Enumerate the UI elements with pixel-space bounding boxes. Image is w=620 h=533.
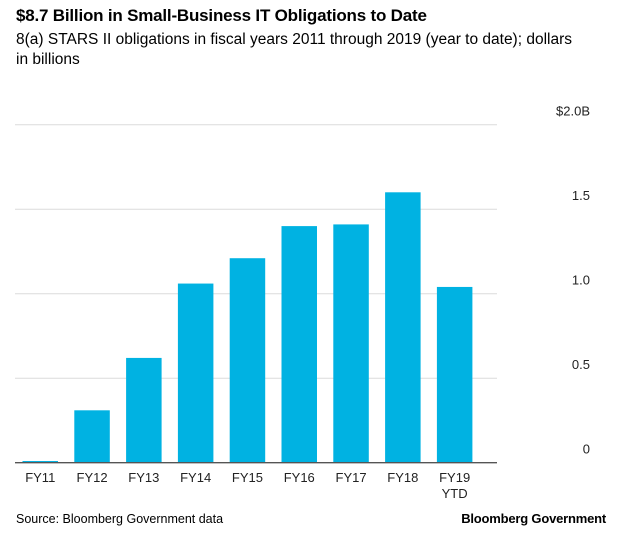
bar-fy12 bbox=[74, 410, 110, 463]
source-note: Source: Bloomberg Government data bbox=[16, 512, 224, 526]
x-tick-label: FY12 bbox=[77, 470, 108, 485]
x-tick-label: FY14 bbox=[180, 470, 211, 485]
chart-title: $8.7 Billion in Small-Business IT Obliga… bbox=[16, 6, 427, 25]
bar-fy14 bbox=[177, 283, 214, 463]
y-tick-label: 0 bbox=[583, 442, 590, 457]
x-tick-label: FY17 bbox=[336, 470, 367, 485]
x-tick-label: FY15 bbox=[232, 470, 263, 485]
bar-fy17 bbox=[333, 224, 369, 463]
x-tick-label: FY19 bbox=[439, 470, 470, 485]
x-tick-label: FY11 bbox=[25, 470, 55, 485]
bar-fy11 bbox=[22, 461, 58, 463]
bar-fy16 bbox=[281, 226, 317, 463]
y-tick-label: 0.5 bbox=[572, 357, 590, 372]
bar-fy18 bbox=[385, 192, 421, 463]
y-tick-label: $2.0B bbox=[556, 104, 590, 119]
bar-fy19-ytd bbox=[436, 286, 473, 463]
brand-logo: Bloomberg Government bbox=[461, 511, 606, 526]
x-tick-label: FY18 bbox=[387, 470, 418, 485]
y-tick-label: 1.0 bbox=[572, 273, 590, 288]
chart-subtitle: 8(a) STARS II obligations in fiscal year… bbox=[16, 31, 572, 68]
x-tick-label: FY13 bbox=[128, 470, 159, 485]
bar-fy15 bbox=[229, 258, 266, 463]
x-tick-label: FY16 bbox=[284, 470, 315, 485]
bar-fy13 bbox=[126, 357, 162, 463]
x-tick-label: YTD bbox=[442, 486, 468, 501]
y-tick-label: 1.5 bbox=[572, 188, 590, 203]
